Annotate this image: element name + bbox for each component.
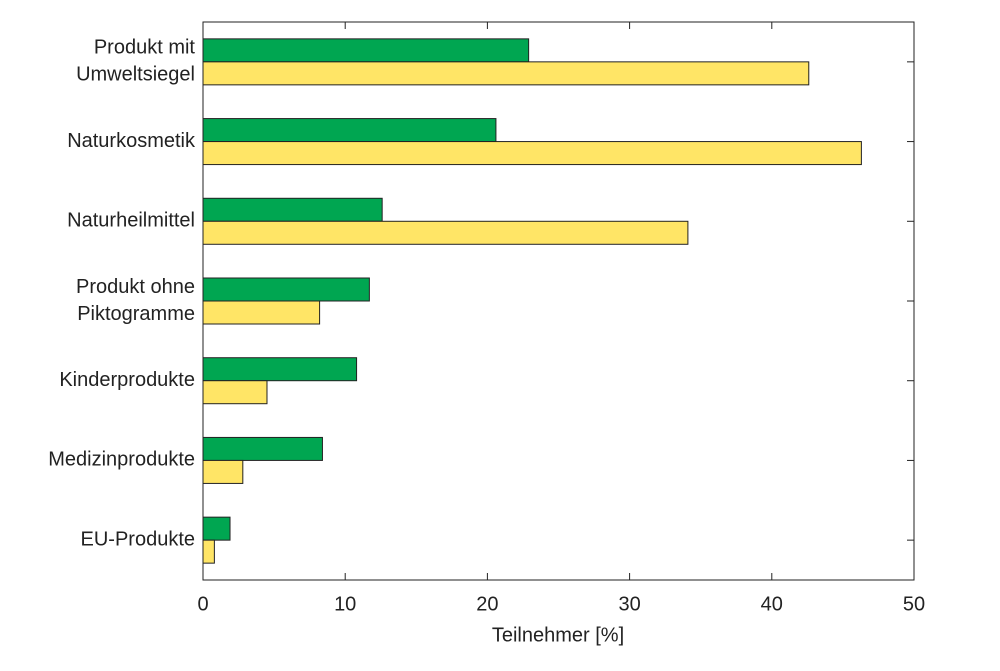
bar xyxy=(202,220,689,245)
bar xyxy=(202,539,215,564)
bar xyxy=(202,459,244,484)
plot-frame xyxy=(202,21,915,581)
y-tick-label: EU-Produkte xyxy=(81,528,196,550)
bar xyxy=(202,436,323,461)
bar xyxy=(202,118,497,143)
bar xyxy=(202,197,383,222)
y-tick-label: Kinderprodukte xyxy=(59,369,195,391)
y-tick-label: Naturkosmetik xyxy=(67,130,196,152)
x-tick-label: 50 xyxy=(903,593,925,615)
y-tick-label: Produkt ohne xyxy=(76,276,195,298)
bar xyxy=(202,516,231,541)
bar xyxy=(202,38,530,63)
bar xyxy=(202,277,370,302)
x-tick-label: 30 xyxy=(618,593,640,615)
x-tick-label: 40 xyxy=(761,593,783,615)
bar xyxy=(202,380,268,405)
x-tick-label: 0 xyxy=(197,593,208,615)
bar xyxy=(202,141,862,166)
x-tick-label: 10 xyxy=(334,593,356,615)
y-tick-label: Piktogramme xyxy=(77,303,195,325)
y-tick-label: Umweltsiegel xyxy=(76,64,195,86)
bar xyxy=(202,61,810,86)
x-axis-label: Teilnehmer [%] xyxy=(492,624,624,646)
x-tick-label: 20 xyxy=(476,593,498,615)
bar xyxy=(202,300,321,325)
y-tick-label: Naturheilmittel xyxy=(67,210,195,232)
y-tick-label: Produkt mit xyxy=(94,37,196,59)
y-tick-label: Medizinprodukte xyxy=(48,449,195,471)
bar xyxy=(202,357,358,382)
